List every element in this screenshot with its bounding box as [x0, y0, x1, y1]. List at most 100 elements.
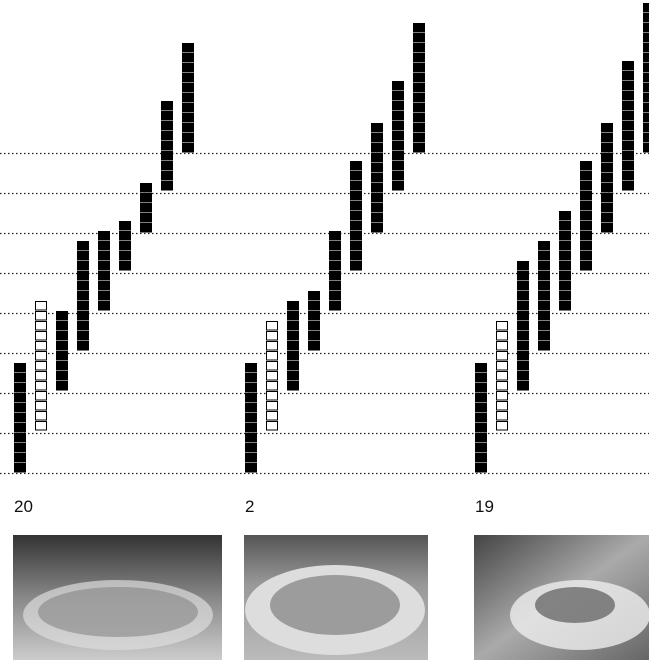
square: [266, 381, 278, 391]
square: [140, 193, 152, 203]
square: [517, 291, 529, 301]
square: [413, 63, 425, 73]
square: [161, 121, 173, 131]
square: [580, 171, 592, 181]
square: [77, 331, 89, 341]
square: [245, 403, 257, 413]
square: [98, 231, 110, 241]
square: [77, 261, 89, 271]
square: [392, 131, 404, 141]
square: [413, 143, 425, 153]
square: [643, 113, 649, 123]
square: [643, 103, 649, 113]
square: [580, 181, 592, 191]
square: [371, 193, 383, 203]
square: [350, 261, 362, 271]
square: [475, 463, 487, 473]
square: [559, 301, 571, 311]
dotted-lines: [0, 152, 649, 475]
square: [77, 341, 89, 351]
square: [308, 291, 320, 301]
square: [14, 453, 26, 463]
square: [350, 171, 362, 181]
square: [559, 291, 571, 301]
square: [538, 301, 550, 311]
square: [601, 123, 613, 133]
square: [182, 83, 194, 93]
square: [14, 433, 26, 443]
square: [266, 401, 278, 411]
square: [538, 311, 550, 321]
square: [580, 241, 592, 251]
square: [350, 241, 362, 251]
square: [35, 361, 47, 371]
square: [475, 373, 487, 383]
square: [622, 181, 634, 191]
square: [475, 413, 487, 423]
square: [601, 163, 613, 173]
square: [182, 133, 194, 143]
square: [182, 113, 194, 123]
square: [308, 321, 320, 331]
square: [161, 141, 173, 151]
square: [14, 423, 26, 433]
square: [14, 373, 26, 383]
square: [266, 421, 278, 431]
square: [329, 291, 341, 301]
square: [496, 381, 508, 391]
square: [517, 381, 529, 391]
square: [161, 131, 173, 141]
photo: [474, 535, 649, 660]
square: [517, 371, 529, 381]
square: [538, 321, 550, 331]
square: [350, 251, 362, 261]
square: [517, 361, 529, 371]
square: [35, 311, 47, 321]
square: [77, 251, 89, 261]
square: [643, 23, 649, 33]
square: [622, 91, 634, 101]
square: [517, 311, 529, 321]
square: [475, 383, 487, 393]
square: [538, 261, 550, 271]
square-columns: [14, 3, 649, 473]
square: [371, 123, 383, 133]
square: [371, 223, 383, 233]
square: [56, 381, 68, 391]
square: [245, 413, 257, 423]
square: [350, 211, 362, 221]
square: [601, 213, 613, 223]
square: [287, 361, 299, 371]
square: [580, 211, 592, 221]
square: [559, 211, 571, 221]
square: [643, 63, 649, 73]
square: [56, 341, 68, 351]
square: [182, 143, 194, 153]
square: [329, 281, 341, 291]
square: [35, 371, 47, 381]
square: [14, 393, 26, 403]
square: [161, 151, 173, 161]
square: [287, 371, 299, 381]
square: [308, 341, 320, 351]
square: [98, 241, 110, 251]
square: [14, 413, 26, 423]
square: [140, 223, 152, 233]
square: [601, 143, 613, 153]
square: [35, 391, 47, 401]
square: [413, 23, 425, 33]
square: [517, 261, 529, 271]
square: [287, 331, 299, 341]
square: [643, 3, 649, 13]
square: [35, 411, 47, 421]
square: [77, 321, 89, 331]
square: [329, 271, 341, 281]
square: [98, 251, 110, 261]
square: [559, 271, 571, 281]
square: [496, 351, 508, 361]
square: [77, 301, 89, 311]
square: [517, 271, 529, 281]
square: [371, 133, 383, 143]
square: [287, 301, 299, 311]
square: [77, 311, 89, 321]
